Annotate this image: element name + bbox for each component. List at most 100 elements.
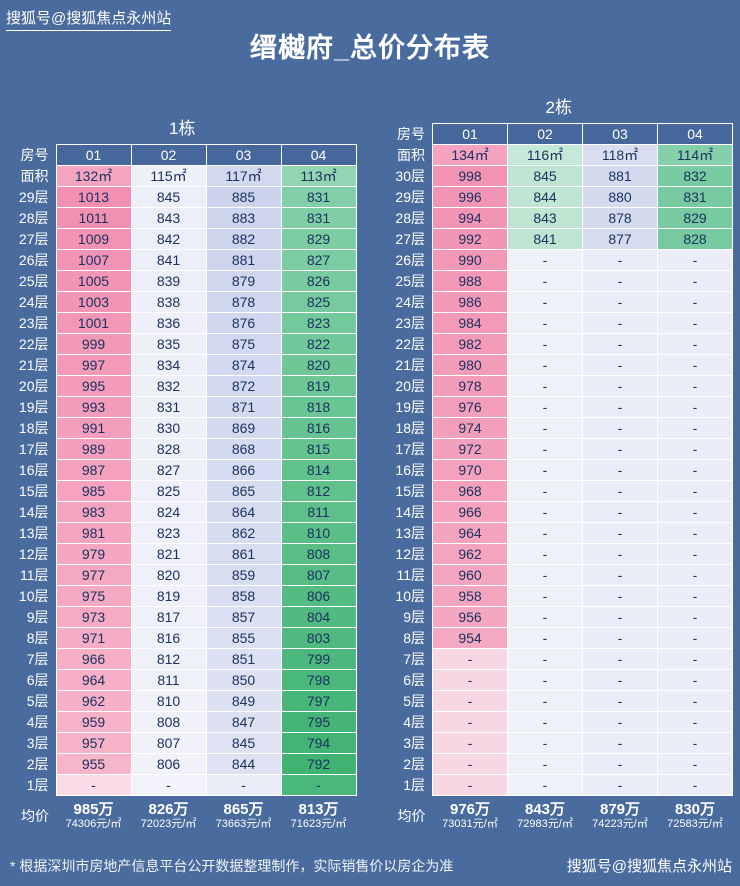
avg-price: 843万 bbox=[524, 800, 566, 818]
avg-unit-price: 72023元/㎡ bbox=[140, 817, 197, 830]
building-2-section: 2栋 房号 01 02 03 04 面积 134㎡ 116㎡ 118㎡ 114㎡ 30层 998 845… bbox=[385, 93, 733, 836]
price-cell: 808 bbox=[130, 711, 207, 733]
building-2-label: 2栋 bbox=[545, 98, 572, 117]
price-cell: 869 bbox=[205, 417, 282, 439]
price-cell: 989 bbox=[55, 438, 132, 460]
floor-label: 23层 bbox=[395, 315, 425, 331]
price-cell: - bbox=[657, 732, 733, 754]
price-cell: - bbox=[657, 480, 733, 502]
floor-row: 19层 993 831 871 818 bbox=[8, 396, 357, 418]
price-cell: - bbox=[432, 774, 508, 796]
price-cell: 827 bbox=[280, 249, 357, 271]
price-cell: 811 bbox=[280, 501, 357, 523]
price-cell: 815 bbox=[280, 438, 357, 460]
price-cell: - bbox=[582, 270, 658, 292]
building-2-price-table: 房号 01 02 03 04 面积 134㎡ 116㎡ 118㎡ 114㎡ 30层 998 845 881… bbox=[385, 123, 733, 836]
price-cell: 826 bbox=[280, 270, 357, 292]
price-cell: - bbox=[432, 648, 508, 670]
price-cell: - bbox=[582, 522, 658, 544]
price-cell: 966 bbox=[55, 648, 132, 670]
price-cell: 999 bbox=[55, 333, 132, 355]
price-cell: 835 bbox=[130, 333, 207, 355]
floor-row: 23层 1001 836 876 823 bbox=[8, 312, 357, 334]
price-cell: 821 bbox=[130, 543, 207, 565]
price-cell: 865 bbox=[205, 480, 282, 502]
price-cell: 828 bbox=[130, 438, 207, 460]
price-cell: - bbox=[657, 711, 733, 733]
tables-area: 1栋 房号 01 02 03 04 面积 132㎡ 115㎡ 117㎡ 113㎡ 29层 1013 84… bbox=[0, 93, 740, 836]
floor-label: 16层 bbox=[18, 462, 49, 478]
price-cell: - bbox=[507, 396, 583, 418]
page-title: 缙樾府_总价分布表 bbox=[249, 33, 491, 63]
avg-row-label: 均价 bbox=[21, 807, 49, 824]
floor-row: 8层 954- - - bbox=[385, 627, 733, 649]
floor-label: 28层 bbox=[395, 210, 425, 226]
floor-label: 5层 bbox=[26, 693, 49, 709]
floor-label: 28层 bbox=[18, 210, 49, 226]
floor-label: 14层 bbox=[395, 504, 425, 520]
price-cell: - bbox=[582, 690, 658, 712]
price-cell: 859 bbox=[205, 564, 282, 586]
price-cell: 799 bbox=[280, 648, 357, 670]
floor-row: 3层 957 807 845 794 bbox=[8, 732, 357, 754]
price-cell: - bbox=[657, 312, 733, 334]
price-cell: 820 bbox=[280, 354, 357, 376]
floor-label: 19层 bbox=[395, 399, 425, 415]
floor-label: 8层 bbox=[403, 630, 425, 646]
price-cell: 842 bbox=[130, 228, 207, 250]
price-cell: - bbox=[582, 606, 658, 628]
price-cell: - bbox=[657, 501, 733, 523]
price-cell: 986 bbox=[432, 291, 508, 313]
price-cell: 987 bbox=[55, 459, 132, 481]
price-cell: 962 bbox=[55, 690, 132, 712]
price-cell: 845 bbox=[205, 732, 282, 754]
floor-row: 15层 968- - - bbox=[385, 480, 733, 502]
price-cell: 841 bbox=[507, 228, 583, 250]
price-cell: - bbox=[582, 585, 658, 607]
price-cell: 829 bbox=[280, 228, 357, 250]
price-cell: - bbox=[582, 249, 658, 271]
price-cell: - bbox=[507, 249, 583, 271]
floor-row: 6层 - - - - bbox=[385, 669, 733, 691]
price-cell: 997 bbox=[55, 354, 132, 376]
price-cell: - bbox=[507, 522, 583, 544]
price-cell: 820 bbox=[130, 564, 207, 586]
footnote: * 根据深圳市房地产信息平台公开数据整理制作，实际销售价以房企为准 bbox=[10, 858, 454, 874]
price-cell: - bbox=[657, 375, 733, 397]
floor-row: 21层 980- - - bbox=[385, 354, 733, 376]
price-cell: 806 bbox=[280, 585, 357, 607]
column-header: 03 bbox=[205, 144, 282, 166]
price-cell: - bbox=[582, 774, 658, 796]
floor-label: 10层 bbox=[18, 588, 49, 604]
column-header: 01 bbox=[55, 144, 132, 166]
price-cell: 985 bbox=[55, 480, 132, 502]
price-cell: - bbox=[582, 417, 658, 439]
floor-row: 26层 1007 841 881 827 bbox=[8, 249, 357, 271]
price-cell: 876 bbox=[205, 312, 282, 334]
floor-row: 4层 959 808 847 795 bbox=[8, 711, 357, 733]
price-cell: - bbox=[657, 291, 733, 313]
price-cell: 816 bbox=[280, 417, 357, 439]
price-cell: 881 bbox=[582, 165, 658, 187]
price-cell: - bbox=[657, 270, 733, 292]
floor-label: 17层 bbox=[18, 441, 49, 457]
price-cell: 794 bbox=[280, 732, 357, 754]
floor-row: 3层 - - - - bbox=[385, 732, 733, 754]
floor-label: 2层 bbox=[26, 756, 49, 772]
price-cell: - bbox=[507, 648, 583, 670]
price-cell: 882 bbox=[205, 228, 282, 250]
floor-row: 20层 978- - - bbox=[385, 375, 733, 397]
price-cell: 974 bbox=[432, 417, 508, 439]
price-cell: 832 bbox=[130, 375, 207, 397]
price-cell: 960 bbox=[432, 564, 508, 586]
price-cell: 880 bbox=[582, 186, 658, 208]
avg-cell: 830万 72583元/㎡ bbox=[658, 796, 733, 836]
price-cell: 1009 bbox=[55, 228, 132, 250]
price-cell: 844 bbox=[507, 186, 583, 208]
floor-label: 7层 bbox=[26, 651, 49, 667]
floor-row: 21层 997 834 874 820 bbox=[8, 354, 357, 376]
floor-row: 11层 977 820 859 807 bbox=[8, 564, 357, 586]
price-cell: - bbox=[507, 375, 583, 397]
floor-row: 22层 999 835 875 822 bbox=[8, 333, 357, 355]
floor-label: 22层 bbox=[18, 336, 49, 352]
